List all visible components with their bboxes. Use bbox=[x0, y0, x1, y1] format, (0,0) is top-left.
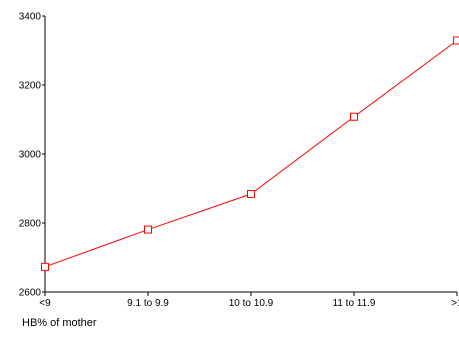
axes bbox=[45, 16, 457, 292]
series-line bbox=[45, 40, 457, 266]
x-tick-label: <9 bbox=[39, 298, 51, 309]
y-tick-label: 3200 bbox=[19, 81, 42, 92]
x-axis-title: HB% of mother bbox=[22, 317, 97, 329]
data-point-marker bbox=[248, 191, 255, 198]
tick-marks bbox=[42, 16, 457, 296]
data-point-marker bbox=[145, 226, 152, 233]
x-tick-label: 10 to 10.9 bbox=[229, 298, 274, 309]
y-tick-label: 3000 bbox=[19, 150, 42, 161]
x-tick-labels: <9 9.1 to 9.9 10 to 10.9 11 to 11.9 >1 bbox=[39, 298, 459, 309]
y-tick-labels: 2600 2800 3000 3200 3400 bbox=[19, 12, 42, 299]
series bbox=[42, 37, 459, 270]
x-tick-label: >1 bbox=[451, 298, 459, 309]
data-point-marker bbox=[351, 113, 358, 120]
x-tick-label: 9.1 to 9.9 bbox=[127, 298, 169, 309]
data-point-marker bbox=[454, 37, 459, 44]
y-tick-label: 3400 bbox=[19, 12, 42, 23]
x-tick-label: 11 to 11.9 bbox=[333, 298, 376, 309]
y-tick-label: 2600 bbox=[19, 288, 42, 299]
y-tick-label: 2800 bbox=[19, 219, 42, 230]
data-point-marker bbox=[42, 263, 49, 270]
